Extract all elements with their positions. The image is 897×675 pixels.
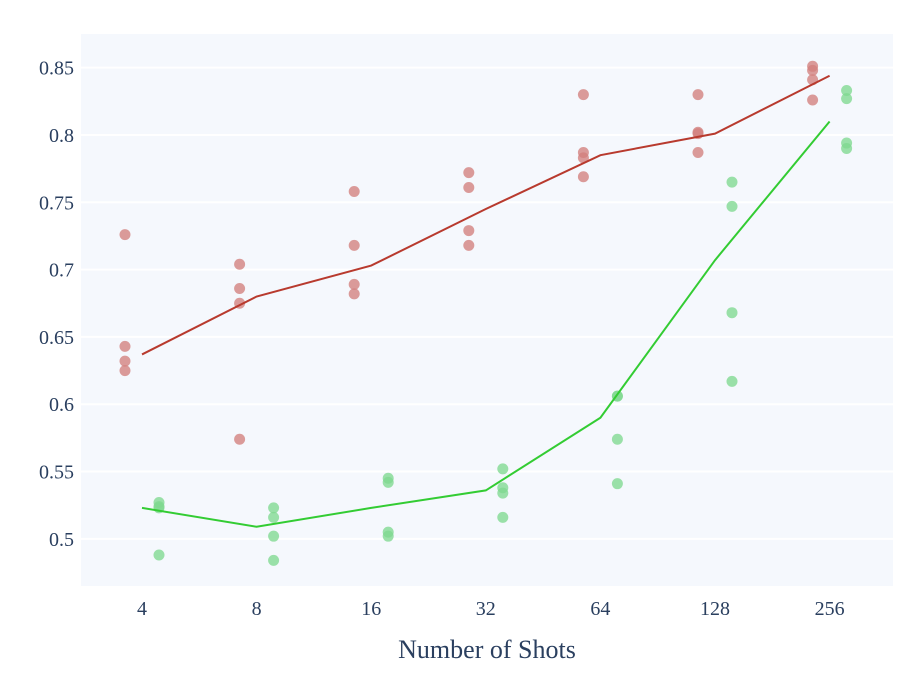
x-tick-label: 16 [361, 598, 381, 620]
data-point [234, 258, 246, 270]
data-point [726, 176, 738, 188]
series-group [119, 60, 853, 566]
data-point [234, 282, 246, 294]
data-point [726, 375, 738, 387]
data-point [577, 152, 589, 164]
data-point [348, 288, 360, 300]
data-point [807, 94, 819, 106]
data-point [692, 146, 704, 158]
data-point [577, 89, 589, 101]
y-tick-label: 0.7 [49, 260, 74, 282]
y-tick-label: 0.55 [39, 462, 74, 484]
data-point [611, 433, 623, 445]
data-point [268, 502, 280, 514]
data-point [268, 530, 280, 542]
data-point [463, 225, 475, 237]
x-tick-label: 64 [590, 598, 610, 620]
data-point [497, 511, 509, 523]
data-point [841, 142, 853, 154]
data-point [841, 93, 853, 105]
y-tick-label: 0.85 [39, 58, 74, 80]
y-axis-ticks: 0.5 0.55 0.6 0.65 0.7 0.75 0.8 0.85 [39, 58, 74, 551]
y-tick-label: 0.8 [49, 125, 74, 147]
data-point [497, 463, 509, 475]
data-point [497, 487, 509, 499]
data-point [234, 433, 246, 445]
data-point [119, 355, 131, 367]
trend-line [141, 74, 831, 356]
data-point [348, 186, 360, 198]
x-tick-label: 8 [252, 598, 262, 620]
data-point [726, 307, 738, 319]
data-point [463, 167, 475, 179]
x-axis-ticks: 4 8 16 32 64 128 256 [137, 598, 845, 620]
y-tick-label: 0.6 [49, 394, 74, 416]
gridlines [81, 66, 893, 540]
data-point [382, 530, 394, 542]
data-point [153, 549, 165, 561]
data-point [807, 64, 819, 76]
data-point [726, 200, 738, 212]
data-point [577, 171, 589, 183]
x-axis-title: Number of Shots [398, 635, 576, 664]
y-tick-label: 0.65 [39, 327, 74, 349]
data-point [268, 511, 280, 523]
x-tick-label: 128 [700, 598, 730, 620]
series-1 [119, 60, 831, 445]
data-point [692, 89, 704, 101]
data-point [382, 476, 394, 488]
data-point [119, 365, 131, 377]
data-point [268, 554, 280, 566]
data-point [348, 278, 360, 290]
x-tick-label: 256 [815, 598, 845, 620]
data-point [463, 239, 475, 251]
trend-line [141, 120, 831, 528]
data-point [348, 239, 360, 251]
x-tick-label: 32 [476, 598, 496, 620]
data-point [611, 478, 623, 490]
x-tick-label: 4 [137, 598, 147, 620]
y-tick-label: 0.5 [49, 529, 74, 551]
data-point [119, 340, 131, 352]
series-2 [141, 85, 853, 566]
data-point [463, 181, 475, 193]
data-point [841, 85, 853, 97]
data-point [119, 229, 131, 241]
y-tick-label: 0.75 [39, 192, 74, 214]
plot-background [81, 34, 893, 586]
